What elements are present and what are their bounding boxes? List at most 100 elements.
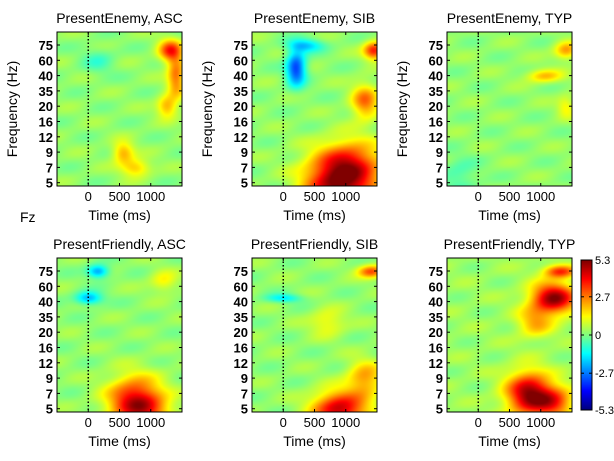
heatmap-image [447,258,572,412]
panel-title: PresentEnemy, SIB [254,10,375,26]
x-tick-label: 1000 [526,189,555,204]
y-tick-label: 40 [234,69,248,84]
y-tick-label: 35 [234,84,248,99]
y-tick-label: 7 [241,160,248,175]
panel-title: PresentEnemy, TYP [447,10,573,26]
y-tick-label: 60 [429,53,443,68]
colorbar-tick-label: 2.7 [595,292,610,304]
x-axis-label: Time (ms) [478,433,540,449]
y-tick-label: 9 [241,145,248,160]
y-axis-label: Frequency (Hz) [394,61,410,157]
x-tick-label: 500 [304,189,326,204]
y-tick-label: 9 [46,145,53,160]
y-tick-label: 12 [39,130,53,145]
y-tick-label: 60 [39,53,53,68]
y-tick-label: 5 [436,176,443,191]
panel-title: PresentEnemy, ASC [56,10,183,26]
x-tick-label: 500 [499,189,521,204]
y-tick-label: 20 [234,325,248,340]
heatmap-image [252,258,377,412]
y-tick-label: 20 [429,325,443,340]
colorbar-tick-label: 5.3 [595,255,610,267]
panel-title: PresentFriendly, SIB [251,236,378,252]
y-tick-label: 7 [241,386,248,401]
x-tick-label: 1000 [331,189,360,204]
y-tick-label: 60 [234,53,248,68]
y-tick-label: 5 [46,176,53,191]
y-tick-label: 75 [429,264,443,279]
y-tick-label: 9 [436,371,443,386]
y-tick-label: 5 [241,402,248,417]
x-tick-label: 0 [85,189,92,204]
y-tick-label: 40 [39,69,53,84]
x-tick-label: 500 [304,415,326,430]
panel-title: PresentFriendly, ASC [53,236,186,252]
x-tick-label: 500 [109,415,131,430]
y-tick-label: 16 [234,341,248,356]
colorbar-tick-label: -2.7 [595,368,614,380]
y-tick-label: 40 [429,295,443,310]
y-tick-label: 20 [39,325,53,340]
y-tick-label: 7 [436,160,443,175]
y-tick-label: 16 [39,115,53,130]
x-axis-label: Time (ms) [478,207,540,223]
y-tick-label: 20 [39,99,53,114]
y-tick-label: 7 [436,386,443,401]
colorbar-tick-label: 0 [595,330,601,342]
x-tick-label: 0 [280,415,287,430]
y-tick-label: 12 [234,356,248,371]
y-tick-label: 12 [429,130,443,145]
y-tick-label: 12 [39,356,53,371]
x-axis-label: Time (ms) [88,207,150,223]
y-tick-label: 60 [39,279,53,294]
y-tick-label: 9 [436,145,443,160]
heatmap-image [252,32,377,186]
x-tick-label: 1000 [136,189,165,204]
x-tick-label: 500 [499,415,521,430]
x-tick-label: 500 [109,189,131,204]
figure-label: Fz [20,209,36,225]
y-tick-label: 16 [234,115,248,130]
y-tick-label: 75 [39,38,53,53]
y-tick-label: 16 [429,341,443,356]
y-tick-label: 7 [46,160,53,175]
y-tick-label: 35 [39,84,53,99]
y-tick-label: 12 [429,356,443,371]
y-tick-label: 40 [39,295,53,310]
y-tick-label: 20 [234,99,248,114]
y-tick-label: 20 [429,99,443,114]
y-tick-label: 75 [39,264,53,279]
y-tick-label: 60 [234,279,248,294]
y-tick-label: 40 [234,295,248,310]
colorbar-gradient [581,260,592,410]
y-tick-label: 35 [429,310,443,325]
x-tick-label: 1000 [331,415,360,430]
y-tick-label: 40 [429,69,443,84]
x-tick-label: 0 [85,415,92,430]
y-tick-label: 5 [241,176,248,191]
x-tick-label: 0 [475,189,482,204]
heatmap-image [57,258,182,412]
y-tick-label: 35 [429,84,443,99]
heatmap-image [447,32,572,186]
x-tick-label: 1000 [526,415,555,430]
y-tick-label: 75 [429,38,443,53]
x-tick-label: 0 [475,415,482,430]
y-tick-label: 9 [241,371,248,386]
y-tick-label: 9 [46,371,53,386]
y-tick-label: 16 [429,115,443,130]
y-axis-label: Frequency (Hz) [4,61,20,157]
x-axis-label: Time (ms) [283,207,345,223]
panel-title: PresentFriendly, TYP [444,236,576,252]
y-tick-label: 5 [46,402,53,417]
y-axis-label: Frequency (Hz) [199,61,215,157]
y-tick-label: 60 [429,279,443,294]
x-tick-label: 0 [280,189,287,204]
